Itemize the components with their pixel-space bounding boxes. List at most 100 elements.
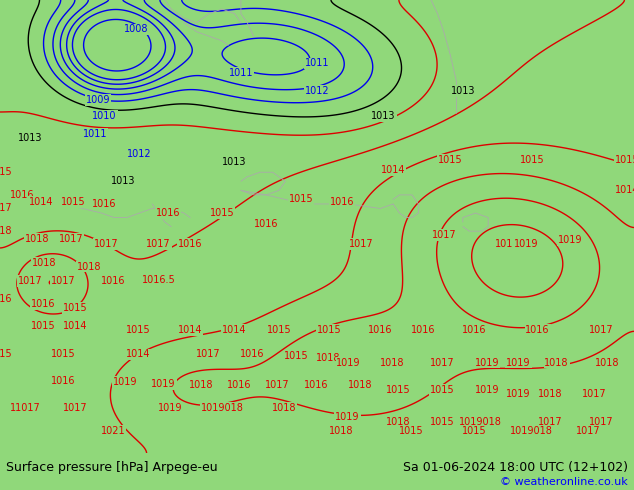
Text: 1019: 1019 [507,358,531,368]
Text: 1018: 1018 [329,426,353,436]
Text: 1013: 1013 [18,133,42,143]
Text: 1015: 1015 [267,325,291,335]
Text: 1016: 1016 [228,380,252,390]
Text: 1017: 1017 [196,349,220,360]
Text: 1015: 1015 [616,154,634,165]
Text: 1018: 1018 [595,358,619,368]
Text: 1015: 1015 [51,348,75,359]
Text: 1019: 1019 [514,239,538,249]
Text: 1015: 1015 [386,385,410,395]
Text: 1018: 1018 [316,353,340,363]
Text: 1015: 1015 [63,303,87,313]
Text: 1015: 1015 [289,195,313,204]
Text: 1016: 1016 [330,196,354,207]
Text: 1018: 1018 [77,262,101,271]
Text: 1016: 1016 [101,276,125,286]
Text: 1015: 1015 [430,385,455,395]
Text: 1016: 1016 [31,299,55,309]
Text: 1016: 1016 [93,199,117,209]
Text: 1016: 1016 [462,325,486,335]
Text: 1015: 1015 [285,351,309,361]
Text: 1018: 1018 [495,239,519,249]
Text: 1019: 1019 [475,358,499,368]
Text: 1016: 1016 [368,325,392,335]
Text: 1016: 1016 [156,208,180,218]
Text: 1018: 1018 [272,403,296,413]
Text: 1015: 1015 [31,321,55,331]
Text: 1010: 1010 [93,111,117,121]
Text: 1016: 1016 [411,325,436,335]
Text: 1018: 1018 [538,390,562,399]
Text: 1019: 1019 [335,412,359,422]
Text: 1015: 1015 [0,167,12,177]
Text: 1019: 1019 [337,358,361,368]
Text: 1016: 1016 [254,220,278,229]
Text: 1017: 1017 [59,234,83,245]
Text: © weatheronline.co.uk: © weatheronline.co.uk [500,477,628,487]
Text: 1016: 1016 [240,349,264,360]
Text: 1019018: 1019018 [510,426,553,436]
Text: 1017: 1017 [576,426,600,436]
Text: Surface pressure [hPa] Arpege-eu: Surface pressure [hPa] Arpege-eu [6,462,218,474]
Text: 1017: 1017 [51,276,75,286]
Text: 1011: 1011 [229,68,253,77]
Text: 1014: 1014 [29,196,53,207]
Text: 1019: 1019 [507,390,531,399]
Text: 1021: 1021 [101,426,125,436]
Text: 1015: 1015 [126,325,150,335]
Text: 1016.5: 1016.5 [141,275,176,285]
Text: 1012: 1012 [305,86,329,96]
Text: 1015: 1015 [430,416,455,426]
Text: 1019: 1019 [158,403,182,413]
Text: 1015: 1015 [521,154,545,165]
Text: 1017: 1017 [63,403,87,413]
Text: 1017: 1017 [583,390,607,399]
Text: 1017: 1017 [0,203,12,214]
Text: 1019018: 1019018 [200,403,243,413]
Text: 1014: 1014 [126,349,150,360]
Text: 1019: 1019 [559,235,583,245]
Text: 1015: 1015 [438,154,462,165]
Text: 1014: 1014 [381,165,405,175]
Text: 1011: 1011 [83,129,107,139]
Text: 1017: 1017 [589,416,613,426]
Text: 1016: 1016 [51,376,75,386]
Text: 11017: 11017 [10,403,41,413]
Text: 1017: 1017 [94,239,119,249]
Text: 1014: 1014 [178,325,202,335]
Text: 1015: 1015 [462,426,486,436]
Text: 1015: 1015 [61,196,85,207]
Text: 1017: 1017 [349,239,373,249]
Text: 1009: 1009 [86,95,110,105]
Text: Sa 01-06-2024 18:00 UTC (12+102): Sa 01-06-2024 18:00 UTC (12+102) [403,462,628,474]
Text: 1018: 1018 [25,234,49,245]
Text: 1018: 1018 [348,380,372,390]
Text: 1017: 1017 [266,380,290,390]
Text: 1017: 1017 [432,230,456,240]
Text: 1018: 1018 [545,358,569,368]
Text: 1017: 1017 [146,239,171,249]
Text: 1013: 1013 [372,112,396,122]
Text: 1019018: 1019018 [459,416,502,426]
Text: 1017: 1017 [589,325,613,335]
Text: 1008: 1008 [124,24,148,34]
Text: 1015: 1015 [0,348,12,359]
Text: 1016: 1016 [526,325,550,335]
Text: 1013: 1013 [223,157,247,167]
Text: 1015: 1015 [318,325,342,335]
Text: 1015: 1015 [399,426,423,436]
Text: 1016: 1016 [178,239,202,249]
Text: 1019: 1019 [113,377,138,387]
Text: 1019: 1019 [152,379,176,390]
Text: 1018: 1018 [386,416,410,426]
Text: 1017: 1017 [18,276,42,286]
Text: 1015: 1015 [210,208,234,218]
Text: 1012: 1012 [127,149,152,159]
Text: 1013: 1013 [112,176,136,186]
Text: 1018: 1018 [0,226,12,236]
Text: 1016: 1016 [10,190,34,200]
Text: 1016: 1016 [304,380,328,390]
Text: 1016: 1016 [0,294,12,304]
Text: 1014: 1014 [223,325,247,335]
Text: 1018: 1018 [32,258,56,268]
